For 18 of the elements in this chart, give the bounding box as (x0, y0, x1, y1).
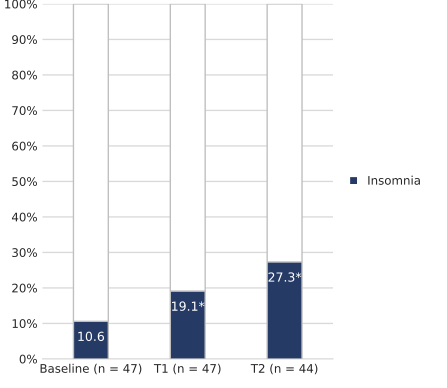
y-tick-label: 10% (12, 319, 37, 328)
y-tick-label: 80% (12, 70, 37, 80)
y-tick-label: 40% (12, 212, 37, 222)
y-tick-label: 0% (20, 354, 37, 364)
data-label: 10.6 (78, 332, 104, 342)
y-tick-label: 100% (5, 0, 37, 9)
x-tick-label: Baseline (n = 47) (40, 364, 142, 374)
y-tick-label: 20% (12, 284, 37, 293)
x-tick-label: T1 (n = 47) (154, 364, 221, 374)
y-tick-label: 50% (12, 177, 37, 186)
y-tick-label: 60% (12, 142, 37, 151)
data-label: 27.3* (268, 272, 302, 282)
x-tick-label: T2 (n = 44) (250, 364, 318, 374)
y-tick-label: 30% (12, 248, 37, 258)
y-tick-label: 90% (12, 35, 37, 44)
y-tick-label: 70% (12, 106, 37, 116)
legend-label: Insomnia (368, 176, 420, 185)
data-label: 19.1* (172, 301, 204, 311)
